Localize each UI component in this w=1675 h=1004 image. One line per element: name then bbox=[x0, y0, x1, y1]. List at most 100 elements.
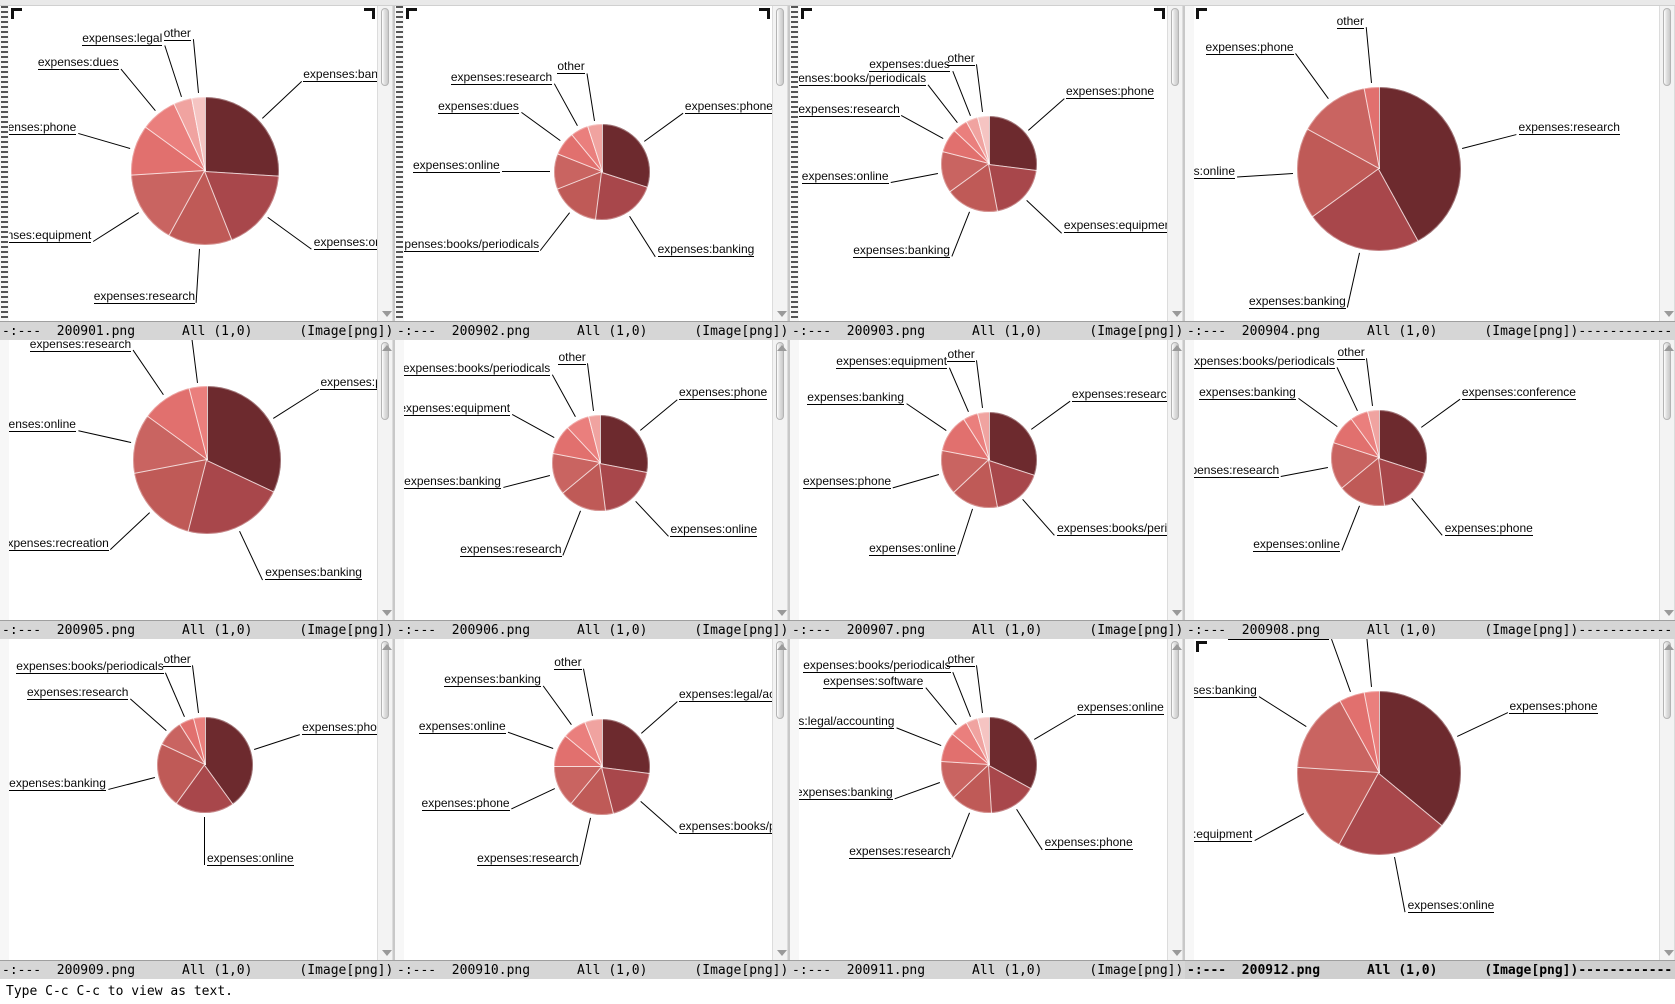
emacs-window-200907[interactable]: expenses:research expenses:books/periodic… bbox=[790, 340, 1185, 639]
label-leader-line bbox=[254, 734, 301, 750]
emacs-window-200901[interactable]: expenses:banking expenses:online expenses:… bbox=[0, 6, 395, 340]
scroll-up-icon[interactable] bbox=[777, 345, 787, 351]
scroll-down-icon[interactable] bbox=[382, 950, 392, 956]
scrollbar-200901[interactable] bbox=[377, 6, 393, 321]
pie-slice-label: expenses:research bbox=[1227, 639, 1330, 641]
scroll-up-icon[interactable] bbox=[1664, 345, 1674, 351]
pie-slice-label: expenses:research bbox=[29, 340, 132, 352]
emacs-window-200903[interactable]: expenses:phone expenses:equipment expenses… bbox=[790, 6, 1185, 340]
scroll-down-icon[interactable] bbox=[777, 311, 787, 317]
pie-slice-label: expenses:banking bbox=[853, 242, 950, 258]
scrollbar-200908[interactable] bbox=[1659, 340, 1675, 620]
emacs-window-200908[interactable]: expenses:conference expenses:phone expense… bbox=[1185, 340, 1675, 639]
emacs-window-200902[interactable]: expenses:phone expenses:banking expenses:b… bbox=[395, 6, 790, 340]
pie-slice-label: expenses:dues bbox=[37, 55, 119, 71]
scrollbar-200905[interactable] bbox=[377, 340, 393, 620]
label-leader-line bbox=[1033, 714, 1076, 740]
scrollbar-thumb[interactable] bbox=[776, 342, 784, 420]
emacs-window-200905[interactable]: expenses:phone expenses:banking expenses:r… bbox=[0, 340, 395, 639]
scroll-up-icon[interactable] bbox=[1172, 644, 1182, 650]
pie-slice-label: expenses:online bbox=[1077, 700, 1164, 716]
emacs-window-200912[interactable]: expenses:phone expenses:online expenses:eq… bbox=[1185, 639, 1675, 979]
image-canvas-200909[interactable]: expenses:phone expenses:online expenses:ba… bbox=[9, 639, 377, 960]
scroll-up-icon[interactable] bbox=[777, 644, 787, 650]
scrollbar-thumb[interactable] bbox=[1663, 8, 1671, 86]
image-canvas-200902[interactable]: expenses:phone expenses:banking expenses:b… bbox=[404, 6, 772, 321]
pie-slice-label: other bbox=[947, 651, 975, 667]
image-canvas-200911[interactable]: expenses:online expenses:phone expenses:re… bbox=[799, 639, 1167, 960]
label-leader-line bbox=[586, 73, 595, 121]
scrollbar-200906[interactable] bbox=[772, 340, 788, 620]
label-leader-line bbox=[640, 399, 678, 431]
scrollbar-thumb[interactable] bbox=[776, 641, 784, 719]
pie-slice-label: expenses:banking bbox=[404, 473, 501, 489]
scroll-up-icon[interactable] bbox=[382, 644, 392, 650]
scrollbar-thumb[interactable] bbox=[1171, 641, 1179, 719]
label-leader-line bbox=[507, 732, 554, 750]
label-leader-line bbox=[951, 211, 970, 257]
scrollbar-200904[interactable] bbox=[1659, 6, 1675, 321]
emacs-window-200909[interactable]: expenses:phone expenses:online expenses:ba… bbox=[0, 639, 395, 979]
scrollbar-thumb[interactable] bbox=[1171, 342, 1179, 420]
window-divider bbox=[788, 6, 790, 321]
left-fringe bbox=[395, 639, 404, 960]
emacs-window-200910[interactable]: expenses:legal/accounting expenses:books/… bbox=[395, 639, 790, 979]
label-leader-line bbox=[267, 216, 312, 250]
scrollbar-200909[interactable] bbox=[377, 639, 393, 960]
pie-slice-label: expenses:online bbox=[801, 168, 889, 184]
scroll-down-icon[interactable] bbox=[382, 610, 392, 616]
image-canvas-200904[interactable]: expenses:research expenses:banking expense… bbox=[1194, 6, 1659, 321]
image-canvas-200910[interactable]: expenses:legal/accounting expenses:books/… bbox=[404, 639, 772, 960]
pie-slice-label: other bbox=[558, 349, 586, 365]
scroll-down-icon[interactable] bbox=[1172, 610, 1182, 616]
label-leader-line bbox=[927, 84, 958, 123]
image-canvas-200901[interactable]: expenses:banking expenses:online expenses:… bbox=[9, 6, 377, 321]
pie-slice-label: expenses:recreation bbox=[9, 537, 109, 552]
scroll-down-icon[interactable] bbox=[1664, 311, 1674, 317]
label-leader-line bbox=[1031, 401, 1071, 431]
scroll-down-icon[interactable] bbox=[1664, 950, 1674, 956]
label-leader-line bbox=[906, 402, 947, 431]
image-canvas-200903[interactable]: expenses:phone expenses:equipment expenses… bbox=[799, 6, 1167, 321]
scrollbar-200907[interactable] bbox=[1167, 340, 1183, 620]
scrollbar-thumb[interactable] bbox=[1663, 342, 1671, 420]
scrollbar-200902[interactable] bbox=[772, 6, 788, 321]
scrollbar-thumb[interactable] bbox=[381, 641, 389, 719]
pie-slice-label: expenses:banking bbox=[657, 242, 755, 258]
scrollbar-thumb[interactable] bbox=[1171, 8, 1179, 86]
scrollbar-thumb[interactable] bbox=[381, 8, 389, 86]
pie-slice-label: expenses:online bbox=[1407, 898, 1495, 914]
scroll-down-icon[interactable] bbox=[382, 311, 392, 317]
scroll-up-icon[interactable] bbox=[1172, 345, 1182, 351]
emacs-window-200904[interactable]: expenses:research expenses:banking expense… bbox=[1185, 6, 1675, 340]
scrollbar-200903[interactable] bbox=[1167, 6, 1183, 321]
scroll-up-icon[interactable] bbox=[382, 345, 392, 351]
image-canvas-200905[interactable]: expenses:phone expenses:banking expenses:r… bbox=[9, 340, 377, 620]
slice-divider bbox=[602, 124, 603, 172]
scrollbar-thumb[interactable] bbox=[381, 342, 389, 420]
image-canvas-200912[interactable]: expenses:phone expenses:online expenses:eq… bbox=[1194, 639, 1659, 960]
scrollbar-thumb[interactable] bbox=[1663, 641, 1671, 719]
image-canvas-200908[interactable]: expenses:conference expenses:phone expense… bbox=[1194, 340, 1659, 620]
scrollbar-200910[interactable] bbox=[772, 639, 788, 960]
emacs-window-200911[interactable]: expenses:online expenses:phone expenses:re… bbox=[790, 639, 1185, 979]
scrollbar-200911[interactable] bbox=[1167, 639, 1183, 960]
pie-slice-label: expenses:research bbox=[26, 684, 129, 700]
image-canvas-200907[interactable]: expenses:research expenses:books/periodic… bbox=[799, 340, 1167, 620]
label-leader-line bbox=[1298, 398, 1338, 428]
pie-slice-label: expenses:research bbox=[849, 843, 951, 859]
scrollbar-thumb[interactable] bbox=[776, 8, 784, 86]
scroll-down-icon[interactable] bbox=[1664, 610, 1674, 616]
scroll-up-icon[interactable] bbox=[1664, 644, 1674, 650]
label-leader-line bbox=[120, 68, 157, 111]
image-canvas-200906[interactable]: expenses:phone expenses:online expenses:re… bbox=[404, 340, 772, 620]
label-leader-line bbox=[890, 172, 938, 183]
scroll-down-icon[interactable] bbox=[777, 950, 787, 956]
emacs-window-200906[interactable]: expenses:phone expenses:online expenses:re… bbox=[395, 340, 790, 639]
scroll-down-icon[interactable] bbox=[1172, 950, 1182, 956]
label-leader-line bbox=[272, 389, 319, 420]
scrollbar-200912[interactable] bbox=[1659, 639, 1675, 960]
label-leader-line bbox=[511, 788, 555, 810]
scroll-down-icon[interactable] bbox=[777, 610, 787, 616]
scroll-down-icon[interactable] bbox=[1172, 311, 1182, 317]
